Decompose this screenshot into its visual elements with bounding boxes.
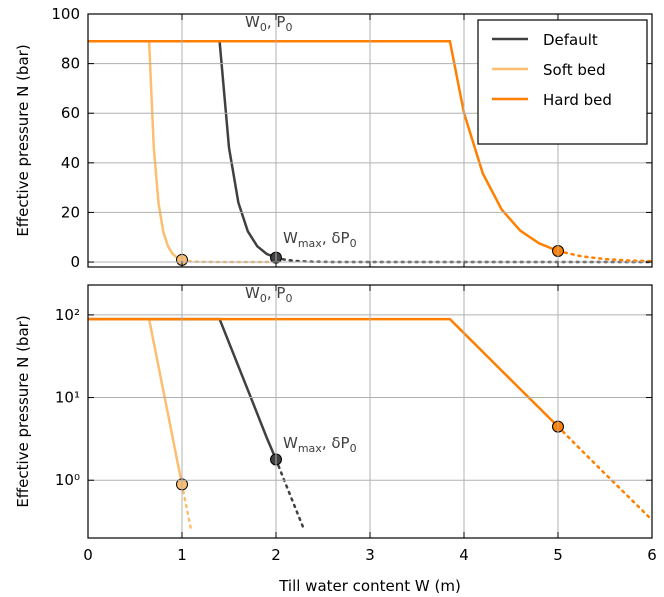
annotation: Wmax, δP0: [283, 434, 357, 455]
y-tick-label: 80: [61, 55, 80, 73]
x-tick-label: 3: [365, 546, 375, 564]
annotation: Wmax, δP0: [283, 229, 357, 250]
annotation-subscript: 0: [260, 21, 267, 34]
x-tick-label: 1: [177, 546, 187, 564]
y-tick-label: 40: [61, 154, 80, 172]
curve-dotted: [274, 256, 652, 264]
curve: [88, 40, 559, 253]
y-tick-label: 10⁰: [55, 471, 80, 489]
curve-dotted: [556, 249, 652, 263]
legend-label: Hard bed: [543, 91, 612, 109]
axes-frame: [87, 284, 653, 539]
x-tick-label: 2: [271, 546, 281, 564]
annotation-text: W: [245, 13, 260, 31]
x-axis-label: Till water content W (m): [278, 577, 461, 595]
curve: [88, 317, 278, 461]
annotation-text: , P: [267, 284, 286, 302]
legend-label: Default: [543, 31, 598, 49]
curve: [88, 317, 184, 485]
y-tick-label: 0: [70, 253, 80, 271]
annotation-subscript: 0: [285, 21, 292, 34]
y-tick-label: 60: [61, 104, 80, 122]
curve-dotted: [556, 425, 652, 522]
plot-area: [88, 317, 652, 533]
annotation-subscript: 0: [260, 292, 267, 305]
annotation-subscript: max: [298, 442, 322, 455]
curve-dotted: [274, 458, 306, 532]
curve: [88, 317, 559, 428]
annotation: W0, P0: [245, 13, 292, 34]
annotation-text: W: [283, 229, 298, 247]
y-axis-label: Effective pressure N (bar): [14, 315, 32, 507]
annotation-subscript: max: [298, 237, 322, 250]
annotation-text: , δP: [322, 229, 350, 247]
annotation: W0, P0: [245, 284, 292, 305]
y-tick-label: 10²: [55, 306, 80, 324]
curve: [88, 40, 277, 259]
x-tick-label: 0: [83, 546, 93, 564]
annotation-subscript: 0: [350, 442, 357, 455]
y-tick-label: 20: [61, 203, 80, 221]
x-tick-label: 5: [553, 546, 563, 564]
annotation-subscript: 0: [285, 292, 292, 305]
curve: [88, 40, 183, 261]
annotation-text: W: [283, 434, 298, 452]
legend-box: [477, 19, 648, 145]
y-tick-label: 100: [51, 5, 80, 23]
annotation-text: , δP: [322, 434, 350, 452]
curve-dotted: [180, 483, 193, 533]
legend-label: Soft bed: [543, 61, 606, 79]
y-axis-label: Effective pressure N (bar): [14, 44, 32, 236]
x-tick-label: 4: [459, 546, 469, 564]
x-tick-label: 6: [647, 546, 657, 564]
y-tick-label: 10¹: [55, 389, 80, 407]
annotation-subscript: 0: [350, 237, 357, 250]
annotation-text: W: [245, 284, 260, 302]
axes-frame: [87, 13, 653, 268]
annotation-text: , P: [267, 13, 286, 31]
